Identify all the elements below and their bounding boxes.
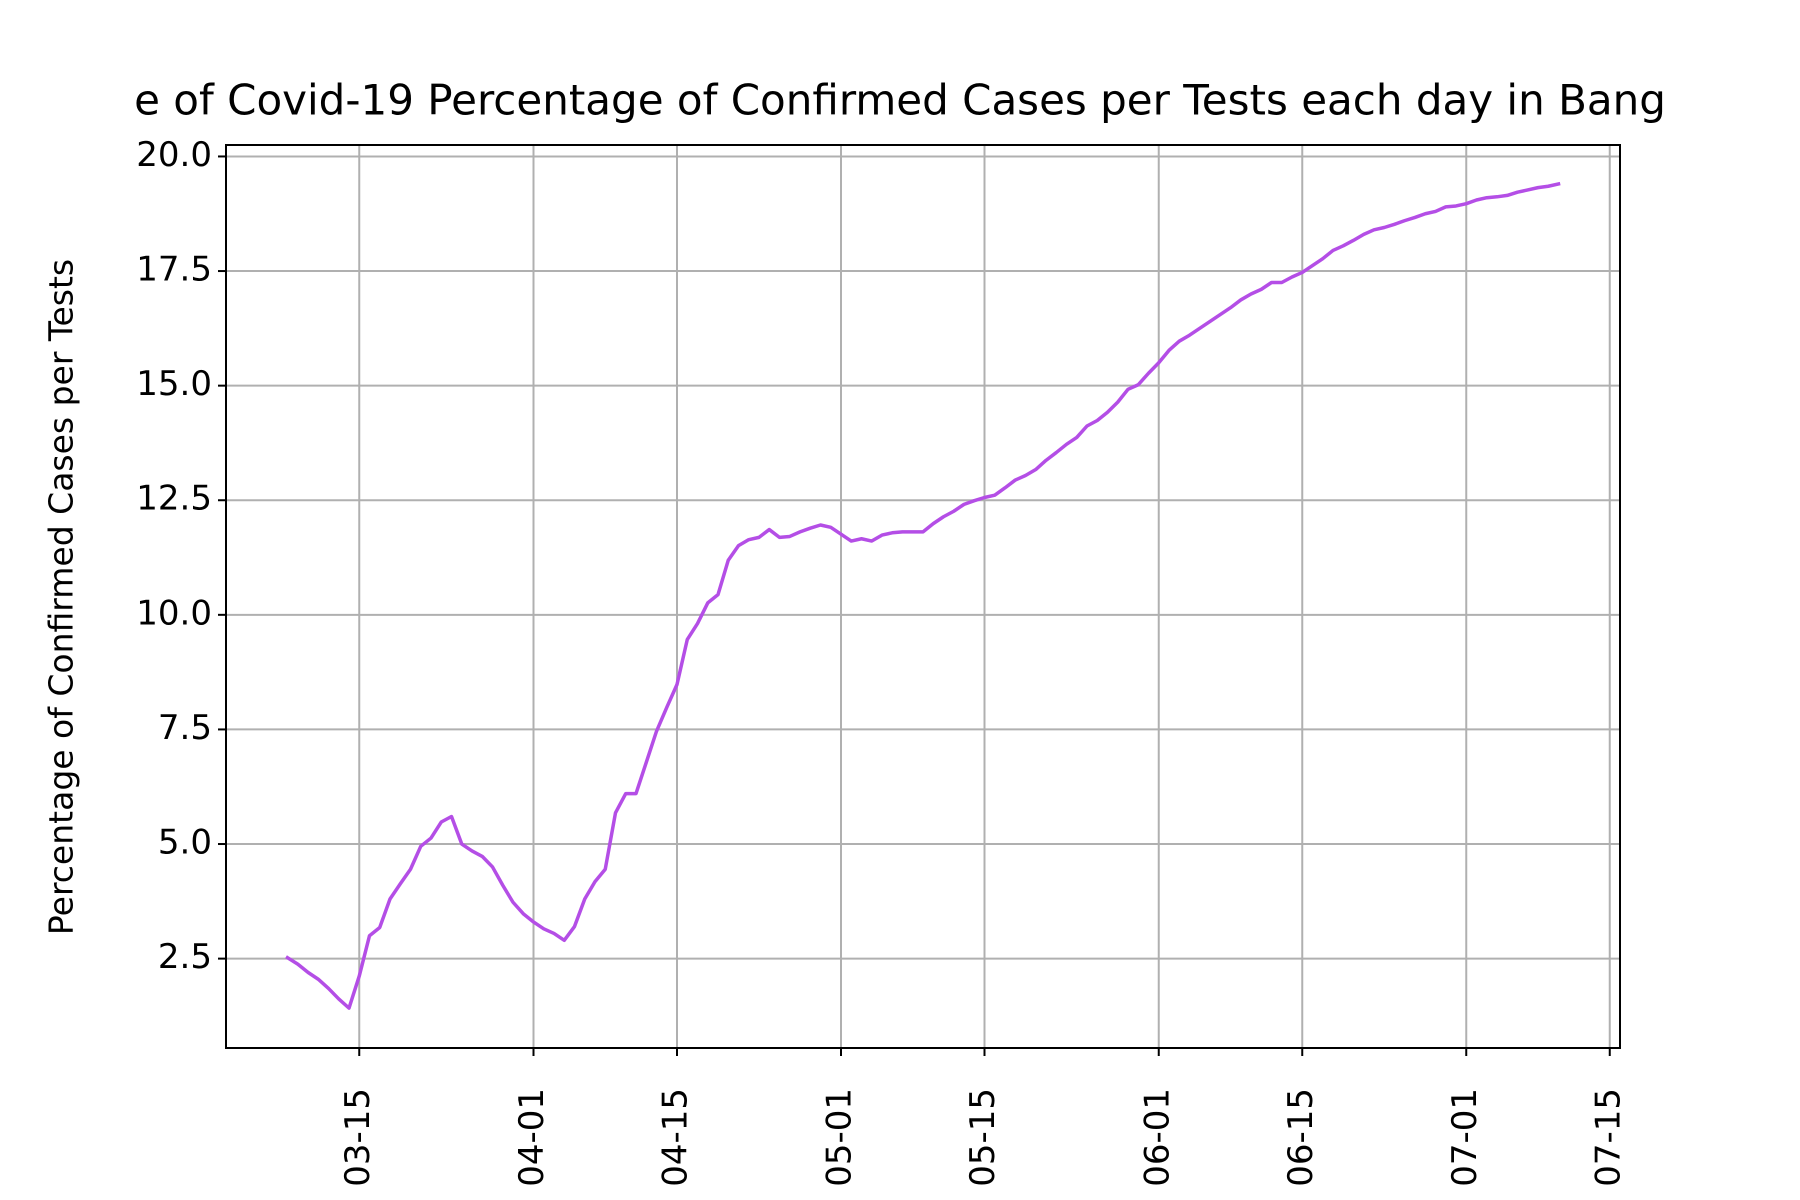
y-tick-label: 17.5 — [136, 250, 212, 290]
x-tick-label: 05-01 — [820, 1088, 860, 1187]
x-tick-label: 07-01 — [1445, 1088, 1485, 1187]
ticks: 2.5 5.0 7.5 10.0 12.5 15.0 17.5 20.0 03-15 04-01 0… — [136, 135, 1628, 1187]
data-line — [285, 181, 1561, 1010]
y-tick-label: 5.0 — [158, 823, 212, 863]
x-tick-label: 06-15 — [1281, 1088, 1321, 1187]
plot-frame — [225, 144, 1621, 1049]
plot — [285, 181, 1561, 1010]
y-tick-label: 12.5 — [136, 479, 212, 519]
y-tick-label: 20.0 — [136, 135, 212, 175]
grid — [226, 145, 1620, 1048]
x-tick-label: 04-01 — [512, 1088, 552, 1187]
chart-title: e of Covid-19 Percentage of Confirmed Ca… — [134, 76, 1666, 125]
x-tick-label: 05-15 — [963, 1088, 1003, 1187]
x-tick-label: 07-15 — [1588, 1088, 1628, 1187]
y-axis-label: Percentage of Confirmed Cases per Tests — [42, 259, 81, 935]
y-tick-label: 7.5 — [158, 708, 212, 748]
x-tick-label: 04-15 — [656, 1088, 696, 1187]
x-tick-label: 06-01 — [1137, 1088, 1177, 1187]
x-tick-label: 03-15 — [338, 1088, 378, 1187]
y-tick-label: 15.0 — [136, 364, 212, 404]
y-tick-label: 2.5 — [158, 937, 212, 977]
y-tick-label: 10.0 — [136, 593, 212, 633]
